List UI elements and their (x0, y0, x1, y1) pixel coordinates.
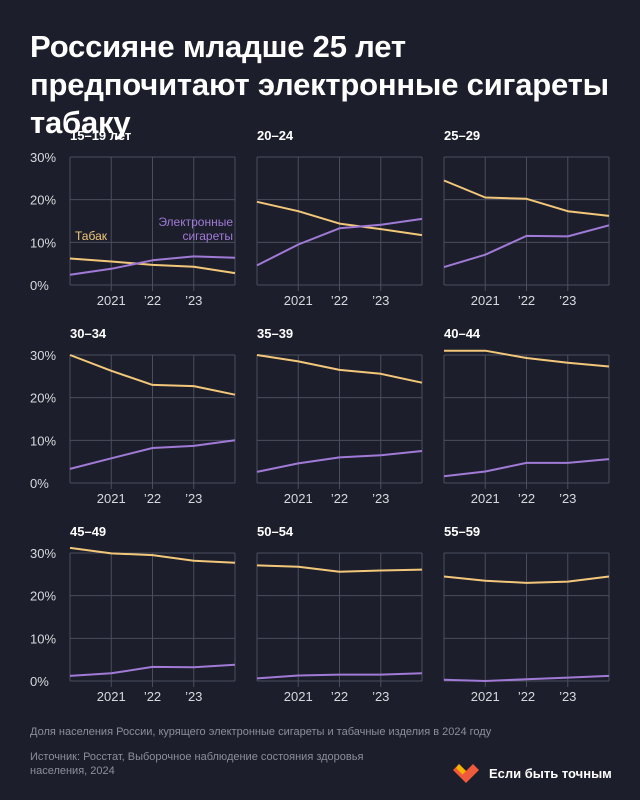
tobacco-line (69, 354, 236, 396)
panel-title: 55–59 (444, 524, 480, 539)
panel-title: 50–54 (257, 524, 294, 539)
y-tick-label: 30% (30, 150, 56, 165)
x-tick-label: ’22 (331, 293, 348, 308)
y-tick-label: 0% (30, 674, 49, 689)
x-tick-label: ’23 (185, 491, 202, 506)
tobacco-line (256, 354, 423, 384)
panel-1: 15–19 лет 0% 10% 20% 30% 2021 ’22 ’23 Табак Элект… (30, 128, 236, 308)
x-tick-label: 2021 (471, 293, 500, 308)
tobacco-series-label: Табак (75, 229, 108, 243)
x-tick-label: 2021 (97, 491, 126, 506)
page-title: Россияне младше 25 лет предпочитают элек… (30, 29, 609, 140)
panel-3: 25–29 2021 ’22 ’23 (443, 128, 610, 308)
panel-title: 15–19 лет (70, 128, 131, 143)
tobacco-line (69, 257, 236, 275)
tobacco-line (256, 200, 423, 237)
tobacco-line (444, 349, 610, 368)
x-tick-label: 2021 (97, 293, 126, 308)
x-tick-label: ’23 (559, 491, 576, 506)
x-tick-label: ’22 (518, 293, 535, 308)
y-tick-label: 30% (30, 546, 56, 561)
brand: Если быть точным (452, 760, 612, 786)
y-tick-label: 20% (30, 391, 56, 406)
ecig-series-label: Электронные (158, 215, 233, 229)
tobacco-line (69, 546, 236, 564)
panel-title: 40–44 (444, 326, 481, 341)
x-tick-label: ’23 (559, 689, 576, 704)
panel-title: 35–39 (257, 326, 293, 341)
panel-4: 30–34 0% 10% 20% 30% 2021 ’22 ’23 (30, 326, 236, 506)
x-tick-label: 2021 (284, 491, 313, 506)
panel-9: 55–59 2021 ’22 ’23 (443, 524, 610, 704)
ecig-line (443, 224, 610, 269)
x-tick-label: ’22 (331, 689, 348, 704)
ecig-line (256, 672, 423, 680)
panel-7: 45–49 0% 10% 20% 30% 2021 ’22 ’23 (30, 524, 236, 704)
y-tick-label: 0% (30, 476, 49, 491)
x-tick-label: ’22 (144, 689, 161, 704)
x-tick-label: 2021 (97, 689, 126, 704)
y-tick-label: 10% (30, 631, 56, 646)
x-tick-label: 2021 (284, 689, 313, 704)
panel-5: 35–39 2021 ’22 ’23 (256, 326, 423, 506)
x-tick-label: ’23 (185, 689, 202, 704)
source-text: Источник: Росстат, Выборочное наблюдение… (30, 751, 364, 777)
panel-title: 45–49 (70, 524, 106, 539)
tobacco-line (443, 575, 610, 584)
ecig-line (443, 458, 610, 478)
panel-2: 20–24 2021 ’22 ’23 (256, 128, 423, 308)
ecig-line (69, 663, 236, 677)
y-tick-label: 20% (30, 589, 56, 604)
x-tick-label: ’22 (518, 491, 535, 506)
y-tick-label: 0% (30, 278, 49, 293)
ecig-line (443, 674, 610, 682)
tobacco-line (443, 179, 610, 217)
panel-title: 25–29 (444, 128, 480, 143)
ecig-line (69, 439, 236, 470)
x-tick-label: 2021 (471, 491, 500, 506)
brand-name: Если быть точным (489, 765, 612, 781)
y-tick-label: 20% (30, 193, 56, 208)
ecig-line (256, 450, 423, 473)
panel-8: 50–54 2021 ’22 ’23 (256, 524, 423, 704)
tobacco-line (256, 564, 423, 573)
y-tick-label: 10% (30, 235, 56, 250)
x-tick-label: ’22 (144, 491, 161, 506)
panel-6: 40–44 2021 ’22 ’23 (443, 326, 610, 506)
chart-note: Доля населения России, курящего электрон… (30, 726, 492, 738)
x-tick-label: ’22 (518, 689, 535, 704)
x-tick-label: ’23 (372, 293, 389, 308)
x-tick-label: ’23 (372, 491, 389, 506)
ecig-line (69, 255, 236, 276)
x-tick-label: 2021 (284, 293, 313, 308)
x-tick-label: ’23 (185, 293, 202, 308)
x-tick-label: 2021 (471, 689, 500, 704)
y-tick-label: 10% (30, 433, 56, 448)
ecig-line (256, 217, 423, 267)
x-tick-label: ’22 (331, 491, 348, 506)
x-tick-label: ’23 (372, 689, 389, 704)
x-tick-label: ’23 (559, 293, 576, 308)
y-tick-label: 30% (30, 348, 56, 363)
panel-title: 20–24 (257, 128, 294, 143)
ecig-series-label: сигареты (182, 229, 233, 243)
brand-logo-icon (453, 764, 479, 783)
x-tick-label: ’22 (144, 293, 161, 308)
panel-title: 30–34 (70, 326, 107, 341)
